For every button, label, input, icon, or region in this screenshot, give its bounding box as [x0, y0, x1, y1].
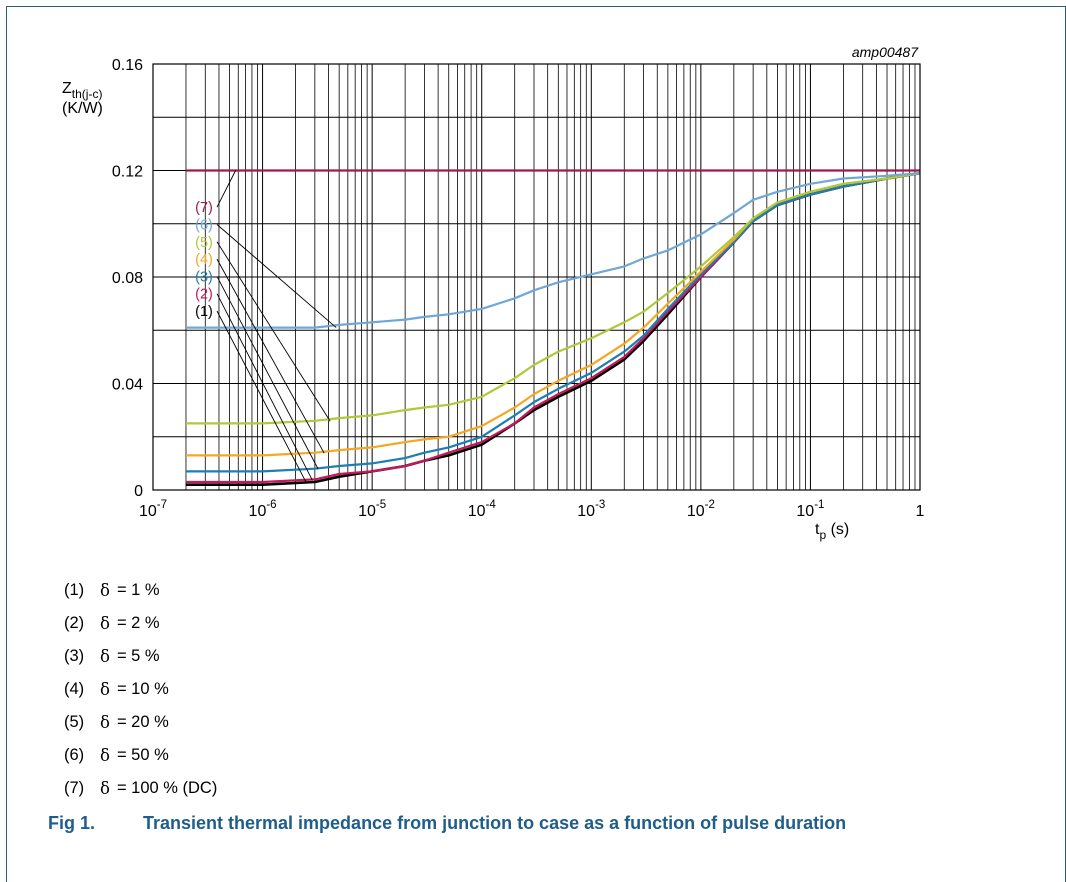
- leader-line: [216, 293, 313, 480]
- legend-item: (3) δ = 5 %: [64, 640, 217, 673]
- legend: (1) δ = 1 % (2) δ = 2 % (3) δ = 5 % (4) δ = 10 %…: [64, 574, 217, 805]
- y-tick-label: 0.16: [112, 57, 143, 74]
- leader-line: [216, 276, 319, 470]
- legend-number: (3): [64, 647, 85, 665]
- delta-symbol: δ: [100, 647, 110, 666]
- leader-line: [216, 170, 236, 208]
- legend-text: = 20 %: [116, 713, 169, 731]
- legend-text: = 2 %: [116, 614, 160, 632]
- y-tick-label: 0.12: [112, 164, 143, 181]
- legend-text: = 100 % (DC): [116, 779, 218, 797]
- x-tick-label: 10-5: [358, 499, 386, 520]
- series-label: (2): [195, 287, 213, 303]
- chart: (1)(2) (3)(4)(5)(6) (7) 0 0.04 0.08 0.12 0.16 1…: [62, 44, 925, 542]
- leader-line: [216, 224, 337, 328]
- y-tick-label: 0.04: [112, 377, 143, 394]
- legend-number: (1): [64, 581, 85, 599]
- x-tick-label: 10-1: [796, 499, 824, 520]
- y-axis-title: Zth(j-c): [62, 80, 102, 101]
- series-line: [186, 172, 921, 473]
- legend-number: (2): [64, 614, 85, 632]
- legend-text: = 5 %: [116, 647, 160, 665]
- legend-text: = 50 %: [116, 746, 169, 764]
- plot-frame: [152, 63, 921, 491]
- series-label: (1): [195, 304, 213, 320]
- figure-caption: Fig 1. Transient thermal impedance from …: [48, 811, 948, 836]
- series-label: (6): [195, 218, 213, 234]
- legend-text: = 1 %: [116, 581, 160, 599]
- axes: 0 0.04 0.08 0.12 0.16 10-7 10-6 10-5 10-4 10-3 10-…: [62, 44, 925, 542]
- series-labels: (1)(2) (3)(4)(5)(6) (7): [195, 170, 337, 483]
- delta-symbol: δ: [100, 746, 110, 765]
- legend-number: (6): [64, 746, 85, 764]
- delta-symbol: δ: [100, 581, 110, 600]
- series-label: (5): [195, 235, 213, 251]
- x-tick-label: 10-6: [249, 499, 277, 520]
- series-line: [186, 172, 921, 425]
- x-axis-title: tp (s): [815, 521, 849, 542]
- legend-item: (7) δ = 100 % (DC): [64, 772, 217, 805]
- legend-text: = 10 %: [116, 680, 169, 698]
- y-axis-unit: (K/W): [62, 100, 103, 117]
- series-line: [186, 172, 921, 329]
- grid: [152, 63, 921, 491]
- leader-line: [216, 258, 325, 454]
- x-tick-label: 10-2: [687, 499, 715, 520]
- series-label: (3): [195, 269, 213, 285]
- legend-item: (1) δ = 1 %: [64, 574, 217, 607]
- series-layer: [186, 169, 921, 487]
- series-line: [186, 171, 921, 487]
- legend-number: (5): [64, 713, 85, 731]
- x-tick-label: 10-3: [577, 499, 605, 520]
- legend-item: (5) δ = 20 %: [64, 706, 217, 739]
- series-label: (4): [195, 252, 213, 268]
- leader-line: [216, 310, 307, 483]
- legend-item: (2) δ = 2 %: [64, 607, 217, 640]
- legend-item: (6) δ = 50 %: [64, 739, 217, 772]
- figure-id-label: amp00487: [852, 44, 919, 60]
- x-tick-label: 1: [916, 503, 925, 520]
- y-tick-label: 0.08: [112, 270, 143, 287]
- x-tick-label: 10-7: [139, 499, 167, 520]
- x-tick-label: 10-4: [468, 499, 497, 520]
- leader-line: [216, 241, 331, 422]
- figure-caption-text: Transient thermal impedance from junctio…: [143, 813, 847, 833]
- legend-item: (4) δ = 10 %: [64, 673, 217, 706]
- delta-symbol: δ: [100, 680, 110, 699]
- series-label: (7): [195, 200, 213, 216]
- delta-symbol: δ: [100, 779, 110, 798]
- legend-number: (7): [64, 779, 85, 797]
- legend-number: (4): [64, 680, 85, 698]
- delta-symbol: δ: [100, 713, 110, 732]
- figure-label: Fig 1.: [48, 813, 96, 833]
- y-tick-label: 0: [134, 483, 143, 500]
- delta-symbol: δ: [100, 614, 110, 633]
- series-line: [186, 172, 921, 457]
